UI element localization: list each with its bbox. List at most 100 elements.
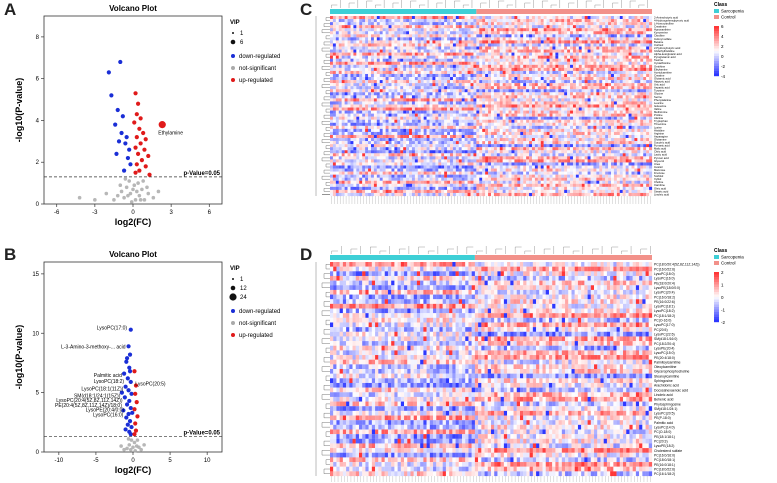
heatmap-cell	[461, 83, 465, 87]
heatmap-cell	[596, 70, 600, 75]
heatmap-cell	[584, 122, 588, 126]
heatmap-cell	[599, 19, 603, 23]
heatmap-cell	[452, 16, 456, 20]
heatmap-cell	[502, 70, 506, 75]
heatmap-cell	[581, 134, 585, 139]
heatmap-cell	[341, 31, 345, 35]
heatmap-cell	[391, 116, 395, 120]
heatmap-cell	[444, 101, 448, 105]
heatmap-cell	[622, 52, 626, 56]
heatmap-cell	[622, 43, 626, 47]
heatmap-cell	[376, 141, 380, 145]
heatmap-cell	[555, 89, 559, 93]
heatmap-cell	[467, 61, 471, 65]
heatmap-cell	[417, 125, 421, 129]
heatmap-cell	[578, 138, 582, 142]
heatmap-cell	[543, 119, 547, 123]
heatmap-cell	[640, 119, 644, 123]
heatmap-cell	[476, 61, 480, 65]
heatmap-cell	[584, 92, 588, 96]
heatmap-cell	[590, 22, 594, 26]
heatmap-cell	[575, 134, 579, 139]
heatmap-cell	[379, 144, 383, 148]
heatmap-cell	[473, 64, 477, 68]
heatmap-cell	[511, 55, 515, 59]
heatmap-cell	[426, 22, 430, 26]
heatmap-cell	[338, 73, 342, 78]
x-tick-label: 3	[169, 210, 173, 216]
heatmap-cell	[567, 131, 571, 136]
heatmap-cell	[523, 25, 527, 29]
heatmap-cell	[514, 110, 518, 114]
heatmap-cell	[625, 95, 629, 99]
heatmap-cell	[391, 134, 395, 139]
heatmap-cell	[330, 101, 334, 105]
heatmap-cell	[502, 49, 506, 53]
heatmap-cell	[394, 64, 398, 68]
heatmap-cell	[420, 16, 424, 20]
heatmap-cell	[482, 37, 486, 41]
heatmap-cell	[570, 22, 574, 26]
heatmap-cell	[587, 104, 591, 108]
heatmap-cell	[368, 80, 372, 84]
point-not-significant	[129, 200, 134, 204]
heatmap-cell	[631, 40, 635, 44]
heatmap-cell	[485, 125, 489, 129]
heatmap-cell	[502, 95, 506, 99]
heatmap-cell	[482, 92, 486, 96]
heatmap-cell	[417, 86, 421, 90]
heatmap-cell	[464, 125, 468, 129]
heatmap-cell	[426, 141, 430, 145]
heatmap-cell	[414, 95, 418, 99]
heatmap-cell	[376, 31, 380, 35]
heatmap-cell	[373, 101, 377, 105]
heatmap-cell	[581, 64, 585, 68]
heatmap-cell	[599, 40, 603, 44]
heatmap-cell	[505, 37, 509, 41]
heatmap-cell	[596, 141, 600, 145]
heatmap-cell	[362, 98, 366, 102]
heatmap-cell	[479, 83, 483, 87]
row-label: Citrulline	[654, 34, 665, 38]
point-not-significant	[136, 181, 140, 185]
heatmap-cell	[417, 16, 421, 20]
heatmap-cell	[362, 113, 366, 117]
heatmap-cell	[452, 86, 456, 90]
heatmap-cell	[391, 98, 395, 102]
heatmap-cell	[479, 61, 483, 65]
heatmap-cell	[578, 83, 582, 87]
heatmap-cell	[382, 119, 386, 123]
heatmap-cell	[499, 95, 503, 99]
heatmap-cell	[382, 64, 386, 68]
heatmap-cell	[485, 83, 489, 87]
heatmap-cell	[473, 92, 477, 96]
heatmap-cell	[388, 64, 392, 68]
heatmap-cell	[488, 49, 492, 53]
heatmap-cell	[511, 43, 515, 47]
heatmap-cell	[370, 128, 375, 133]
heatmap-cell	[526, 113, 530, 117]
heatmap-cell	[420, 144, 424, 148]
heatmap-cell	[637, 116, 641, 120]
heatmap-cell	[605, 80, 609, 84]
heatmap-cell	[365, 83, 369, 87]
heatmap-cell	[502, 58, 506, 62]
heatmap-cell	[391, 122, 395, 126]
heatmap-cell	[365, 80, 369, 84]
heatmap-cell	[397, 25, 401, 29]
heatmap-cell	[409, 110, 413, 114]
heatmap-cell	[441, 86, 445, 90]
heatmap-cell	[362, 101, 366, 105]
heatmap-cell	[370, 61, 375, 65]
heatmap-cell	[350, 52, 354, 56]
heatmap-cell	[619, 25, 623, 29]
heatmap-cell	[350, 70, 354, 75]
heatmap-cell	[584, 128, 588, 133]
heatmap-cell	[596, 125, 600, 129]
point-not-significant	[93, 198, 97, 202]
heatmap-cell	[634, 131, 638, 136]
heatmap-cell	[640, 19, 644, 23]
heatmap-cell	[368, 31, 372, 35]
row-dendrogram-branch	[321, 175, 330, 180]
heatmap-cell	[508, 55, 512, 59]
